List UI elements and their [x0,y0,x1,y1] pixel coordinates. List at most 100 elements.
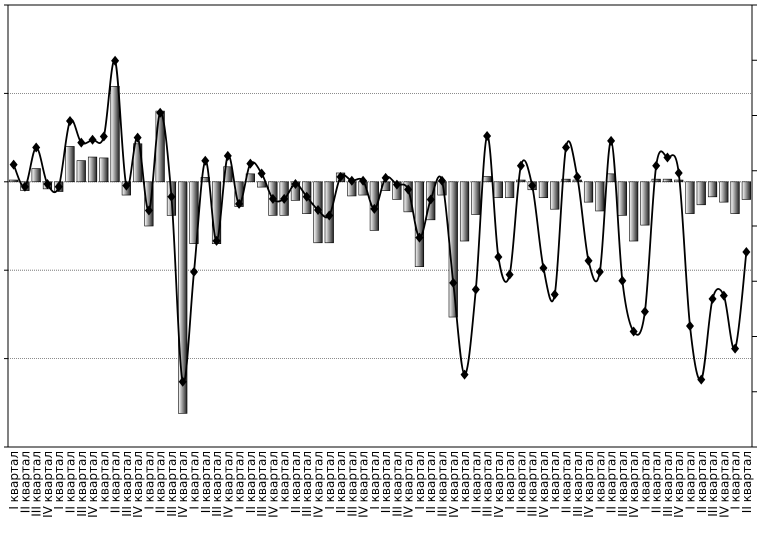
x-tick-label: III квартал [165,451,179,517]
x-tick-label: IV квартал [357,451,371,518]
marker [370,203,379,214]
marker [392,179,401,190]
marker [663,152,672,163]
marker [652,160,661,171]
x-tick-label: III квартал [616,451,630,517]
bar [76,160,86,183]
x-tick-label: II квартал [64,451,78,513]
marker [302,191,311,202]
bar [99,157,109,183]
marker [9,159,18,170]
marker [640,306,649,317]
bar [550,181,560,210]
bar [65,146,75,183]
x-tick-label: II квартал [199,451,213,513]
x-tick-label: IV квартал [312,451,326,518]
bar [696,181,706,206]
marker [505,269,514,280]
marker [212,235,221,246]
x-tick-label: III квартал [75,451,89,517]
x-tick-label: II квартал [379,451,393,513]
bar [403,181,413,213]
bar [223,166,233,183]
x-tick-label: II квартал [650,451,664,513]
marker [99,131,108,142]
marker [528,180,537,191]
marker [483,130,492,141]
bar [87,156,98,183]
x-tick-label: IV квартал [582,451,596,518]
x-tick-label: III квартал [390,451,404,517]
bar [211,181,222,244]
x-tick-label: III квартал [481,451,495,517]
x-tick-label: I квартал [97,451,111,510]
bar [741,181,751,200]
bar [730,181,740,214]
marker [562,142,570,153]
marker [438,175,446,186]
marker [88,134,97,145]
x-tick-label: IV квартал [447,451,461,518]
marker [167,191,176,202]
x-tick-label: I квартал [593,451,607,510]
bar [538,181,549,199]
marker [460,369,469,380]
marker [494,251,503,262]
x-tick-label: II квартал [18,451,32,513]
marker [257,168,266,179]
x-tick-label: IV квартал [176,451,190,518]
marker [156,107,165,118]
x-tick-label: II квартал [424,451,438,513]
x-tick-label: I квартал [7,451,21,510]
marker [201,155,210,166]
x-tick-label: I квартал [413,451,427,510]
x-tick-label: I квартал [368,451,382,510]
marker [719,290,728,301]
marker [54,181,63,192]
bar [493,181,503,199]
x-tick-label: III квартал [661,451,675,517]
marker [223,150,232,161]
marker [111,55,120,66]
x-tick-label: IV квартал [672,451,686,518]
x-tick-label: II квартал [514,451,528,513]
marker [573,171,582,182]
marker [607,135,616,146]
x-tick-label: III квартал [210,451,224,517]
bar [719,181,729,203]
marker [20,181,29,192]
line [12,59,748,384]
marker [122,180,131,191]
marker [618,275,627,286]
bar [9,179,19,183]
x-tick-label: I квартал [278,451,292,510]
x-tick-label: III квартал [120,451,134,517]
bar [516,179,526,183]
marker [144,205,153,216]
marker [190,266,198,277]
x-tick-label: III квартал [706,451,720,517]
marker [595,266,604,277]
x-tick-label: I квартал [52,451,66,510]
marker [629,326,638,337]
bar [707,181,718,198]
marker [235,198,244,209]
marker [731,343,740,354]
bar [685,181,695,214]
marker [426,194,435,205]
marker [347,175,356,186]
bar [640,181,650,226]
x-tick-label: II квартал [289,451,303,513]
marker [314,204,322,215]
x-tick-label: II квартал [560,451,574,513]
bar [595,181,605,212]
bar [110,86,120,183]
marker [584,255,593,266]
x-tick-label: I квартал [188,451,202,510]
x-tick-label: II квартал [334,451,348,513]
marker [742,246,751,257]
x-tick-label: IV квартал [86,451,100,518]
x-tick-label: IV квартал [131,451,145,518]
x-tick-label: II квартал [244,451,258,513]
